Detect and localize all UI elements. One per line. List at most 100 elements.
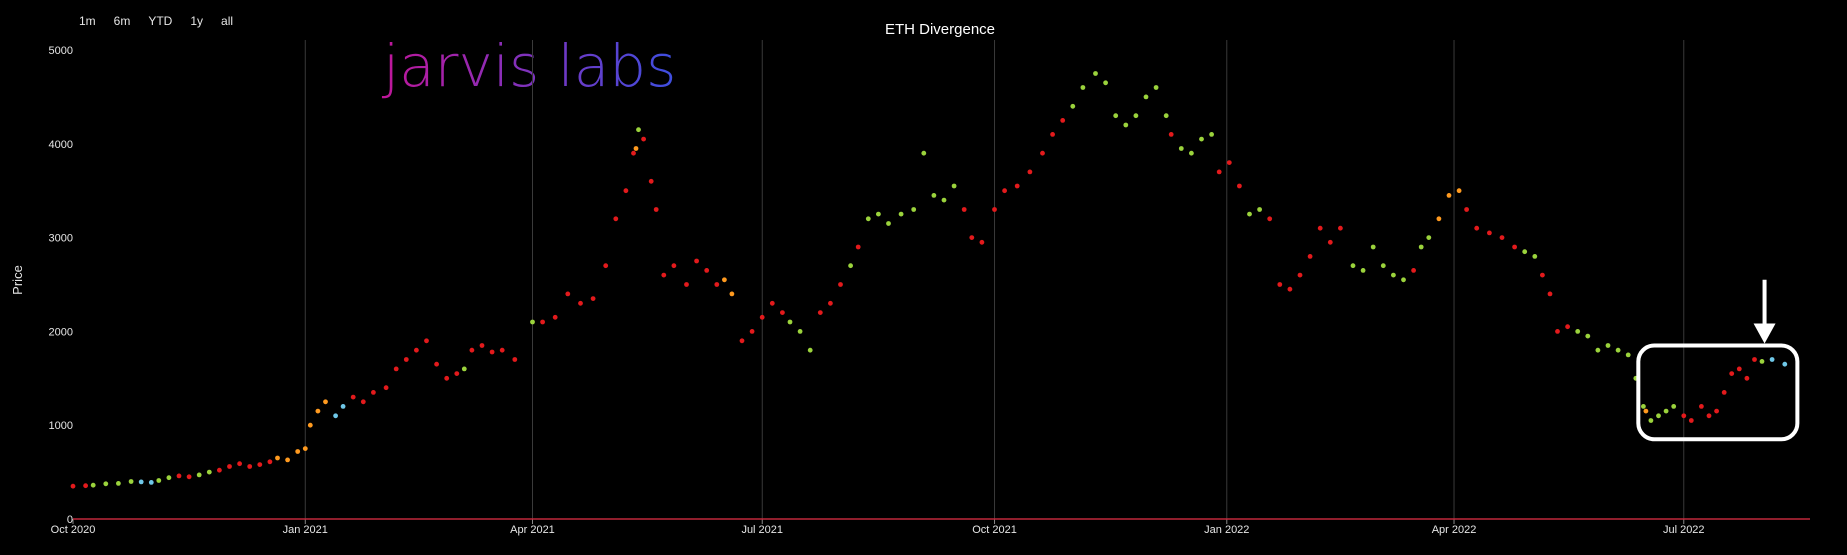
down-arrow-icon	[1753, 279, 1776, 344]
jarvis-labs-logo: jarvis labs	[381, 32, 676, 100]
price-point	[360, 399, 366, 405]
price-point	[1446, 193, 1452, 198]
range-button-6m[interactable]: 6m	[105, 12, 140, 30]
highlight-box	[1636, 343, 1800, 442]
x-tick-label: Apr 2021	[510, 524, 555, 536]
price-point	[1070, 103, 1076, 109]
price-point	[992, 207, 997, 212]
y-axis-ticks: 0 1000 2000 3000 4000 5000	[49, 45, 73, 526]
price-point	[1123, 122, 1129, 128]
price-point	[1317, 225, 1323, 231]
price-point	[103, 481, 109, 487]
price-point	[1736, 366, 1742, 372]
range-button-1y[interactable]: 1y	[181, 12, 212, 30]
price-point	[921, 150, 927, 156]
price-point	[951, 183, 957, 189]
price-point	[1297, 272, 1303, 278]
price-point	[1540, 272, 1545, 278]
price-point	[1178, 146, 1184, 151]
price-point	[83, 483, 88, 489]
price-point	[648, 178, 654, 184]
price-point	[1014, 183, 1020, 189]
price-point	[315, 408, 321, 414]
price-point	[1436, 216, 1442, 222]
price-point	[1050, 132, 1055, 137]
price-point	[196, 472, 202, 478]
price-point	[206, 469, 212, 475]
range-button-ytd[interactable]: YTD	[139, 12, 181, 30]
price-point	[1380, 263, 1386, 269]
price-point	[1499, 235, 1505, 241]
vertical-gridlines	[304, 40, 1685, 519]
price-point	[1547, 291, 1553, 297]
price-point	[383, 385, 389, 391]
price-point	[1370, 244, 1376, 250]
price-point	[1456, 188, 1462, 194]
x-tick-label: Jul 2021	[741, 524, 783, 536]
price-point	[759, 314, 765, 320]
y-axis-title: Price	[10, 265, 25, 295]
price-point	[1287, 286, 1293, 292]
price-point	[1585, 333, 1591, 339]
price-point	[1729, 371, 1735, 376]
price-point	[961, 207, 967, 212]
price-point	[552, 314, 558, 320]
annotations	[1636, 279, 1800, 442]
price-point	[267, 459, 273, 465]
price-point	[217, 467, 222, 473]
price-point	[828, 300, 833, 306]
price-point	[1411, 268, 1416, 273]
price-point	[671, 263, 677, 269]
price-point	[434, 361, 439, 367]
x-tick-label: Oct 2021	[972, 524, 1017, 536]
price-point	[1189, 150, 1194, 156]
price-point	[1641, 404, 1646, 409]
price-point	[275, 455, 280, 461]
price-point	[295, 449, 301, 454]
price-point	[285, 457, 290, 463]
price-point	[1226, 160, 1232, 166]
price-point	[661, 272, 667, 278]
price-point	[1199, 136, 1204, 142]
price-point	[807, 347, 813, 353]
price-point	[116, 481, 121, 486]
price-point	[1615, 347, 1621, 353]
price-point	[176, 473, 182, 479]
price-point	[1113, 113, 1119, 119]
price-point	[1133, 113, 1139, 119]
price-point	[1350, 263, 1356, 269]
price-point	[641, 136, 646, 142]
x-tick-label: Jan 2021	[283, 524, 328, 536]
price-point	[1418, 244, 1424, 250]
price-point	[1769, 357, 1775, 362]
price-point	[876, 211, 881, 217]
price-point	[1209, 132, 1214, 137]
price-point	[1714, 408, 1719, 414]
price-point	[603, 263, 609, 269]
price-point	[323, 399, 328, 405]
price-point	[1688, 418, 1694, 423]
price-point	[307, 422, 313, 428]
price-point	[1247, 211, 1252, 217]
range-button-1m[interactable]: 1m	[70, 12, 105, 30]
price-point	[1401, 277, 1406, 283]
price-point	[371, 390, 376, 395]
price-point	[780, 310, 785, 315]
price-point	[138, 479, 144, 485]
price-point	[1327, 239, 1333, 245]
price-point	[148, 480, 154, 485]
price-point	[454, 371, 460, 376]
price-point	[1575, 329, 1581, 334]
range-button-all[interactable]: all	[212, 12, 242, 30]
price-point	[512, 357, 518, 362]
price-point	[393, 366, 399, 372]
price-point	[90, 482, 96, 488]
price-point	[633, 146, 639, 151]
price-point	[931, 193, 937, 198]
price-point	[1267, 216, 1273, 222]
price-point	[1721, 390, 1727, 395]
price-point	[1426, 235, 1432, 241]
price-point	[1656, 413, 1661, 419]
price-point	[684, 282, 689, 287]
price-point	[186, 474, 192, 480]
